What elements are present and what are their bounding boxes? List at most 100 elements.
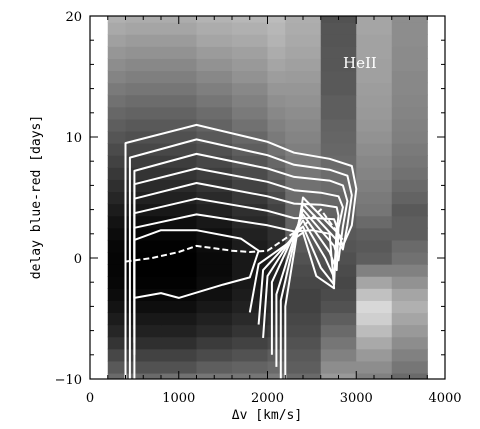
heatmap-cell xyxy=(161,70,198,84)
y-tick-label: −10 xyxy=(55,373,82,388)
heatmap-cell xyxy=(320,288,357,301)
heatmap-cell xyxy=(356,94,393,108)
heatmap-cell xyxy=(125,118,162,132)
heatmap-cell xyxy=(391,227,428,241)
heatmap-cell xyxy=(125,22,162,35)
heatmap-cell xyxy=(196,324,233,338)
heatmap-cell xyxy=(356,227,393,241)
heatmap-cell xyxy=(232,312,269,326)
heatmap-cell xyxy=(320,324,357,338)
heatmap-cell xyxy=(232,118,269,132)
heatmap-cell xyxy=(285,34,322,47)
contour-line xyxy=(133,182,340,343)
heatmap-cell xyxy=(232,34,269,47)
heatmap-cell xyxy=(161,34,198,47)
heatmap-cell xyxy=(125,94,162,108)
heatmap-cell xyxy=(391,22,428,35)
heatmap-cell xyxy=(356,155,393,168)
heatmap-cell xyxy=(285,70,322,84)
heatmap-cell xyxy=(391,82,428,96)
heatmap-cell xyxy=(161,276,198,289)
heatmap-cell xyxy=(161,348,198,362)
heatmap-cell xyxy=(391,203,428,217)
heatmap-cell xyxy=(320,94,357,108)
heatmap-cell xyxy=(356,239,393,253)
heatmap-cell xyxy=(320,336,357,350)
heatmap-cell xyxy=(391,167,428,180)
heatmap-cell xyxy=(232,82,269,96)
heatmap-cell xyxy=(285,179,322,193)
x-axis-title: Δv [km/s] xyxy=(232,408,302,423)
heatmap-cell xyxy=(391,155,428,168)
heatmap-cell xyxy=(161,336,198,350)
heatmap-cell xyxy=(356,336,393,350)
heatmap-cell xyxy=(196,155,233,168)
heatmap-cell xyxy=(107,143,127,156)
heatmap-cell xyxy=(125,276,162,289)
heatmap-cell xyxy=(125,312,162,326)
heatmap-cell xyxy=(285,94,322,108)
heatmap-cell xyxy=(161,312,198,326)
heatmap-cell xyxy=(232,94,269,108)
heatmap-cell xyxy=(391,215,428,229)
heatmap-cell xyxy=(125,106,162,120)
heatmap-cell xyxy=(196,312,233,326)
x-tick-label: 4000 xyxy=(428,391,461,406)
heatmap-cell xyxy=(391,179,428,193)
heatmap-cell xyxy=(391,300,428,314)
heatmap-cell xyxy=(196,143,233,156)
heatmap-cell xyxy=(196,34,233,47)
heatmap-cell xyxy=(320,22,357,35)
heatmap-cell xyxy=(125,46,162,59)
x-tick-label: 2000 xyxy=(251,391,284,406)
heatmap-cell xyxy=(125,324,162,338)
y-axis-title: delay blue-red [days] xyxy=(29,115,44,279)
heatmap-cell xyxy=(320,34,357,47)
heatmap-cell xyxy=(356,348,393,362)
heatmap-cell xyxy=(196,251,233,265)
heatmap-cell xyxy=(107,227,127,241)
heatmap-cell xyxy=(391,336,428,350)
heatmap-cell xyxy=(232,58,269,72)
heatmap-cell xyxy=(391,312,428,326)
heatmap-cell xyxy=(267,46,286,59)
heatmap-cell xyxy=(107,372,127,379)
heatmap-cell xyxy=(320,82,357,96)
heatmap-cell xyxy=(107,191,127,205)
heatmap-cell xyxy=(391,264,428,277)
heatmap-cell xyxy=(391,251,428,265)
heatmap-cell xyxy=(161,46,198,59)
heatmap-cell xyxy=(232,360,269,374)
heatmap-cell xyxy=(125,143,162,156)
heatmap-cell xyxy=(125,264,162,277)
heatmap-cell xyxy=(125,360,162,374)
heatmap-cell xyxy=(391,191,428,205)
heatmap-cell xyxy=(356,22,393,35)
heatmap-cell xyxy=(107,22,127,35)
heatmap-cell xyxy=(391,348,428,362)
annotation-label: HeII xyxy=(343,54,377,72)
heatmap-cell xyxy=(356,251,393,265)
heatmap-cell xyxy=(125,155,162,168)
heatmap-cell xyxy=(107,46,127,59)
heatmap-cell xyxy=(320,58,357,72)
heatmap-cell xyxy=(107,215,127,229)
heatmap-cell xyxy=(196,264,233,277)
heatmap-cell xyxy=(232,239,269,253)
heatmap-cell xyxy=(107,34,127,47)
heatmap-cell xyxy=(356,106,393,120)
heatmap-cell xyxy=(125,227,162,241)
heatmap-cell xyxy=(161,215,198,229)
heatmap-cell xyxy=(196,94,233,108)
heatmap-cell xyxy=(356,300,393,314)
heatmap-cell xyxy=(107,167,127,180)
y-tick-label: 10 xyxy=(65,131,82,146)
x-tick-label: 1000 xyxy=(162,391,195,406)
heatmap-cell xyxy=(391,58,428,72)
heatmap-cell xyxy=(267,22,286,35)
contour-line xyxy=(133,213,336,314)
heatmap-cell xyxy=(267,34,286,47)
heatmap-cell xyxy=(196,276,233,289)
heatmap-cell xyxy=(285,58,322,72)
heatmap-cell xyxy=(320,360,357,374)
